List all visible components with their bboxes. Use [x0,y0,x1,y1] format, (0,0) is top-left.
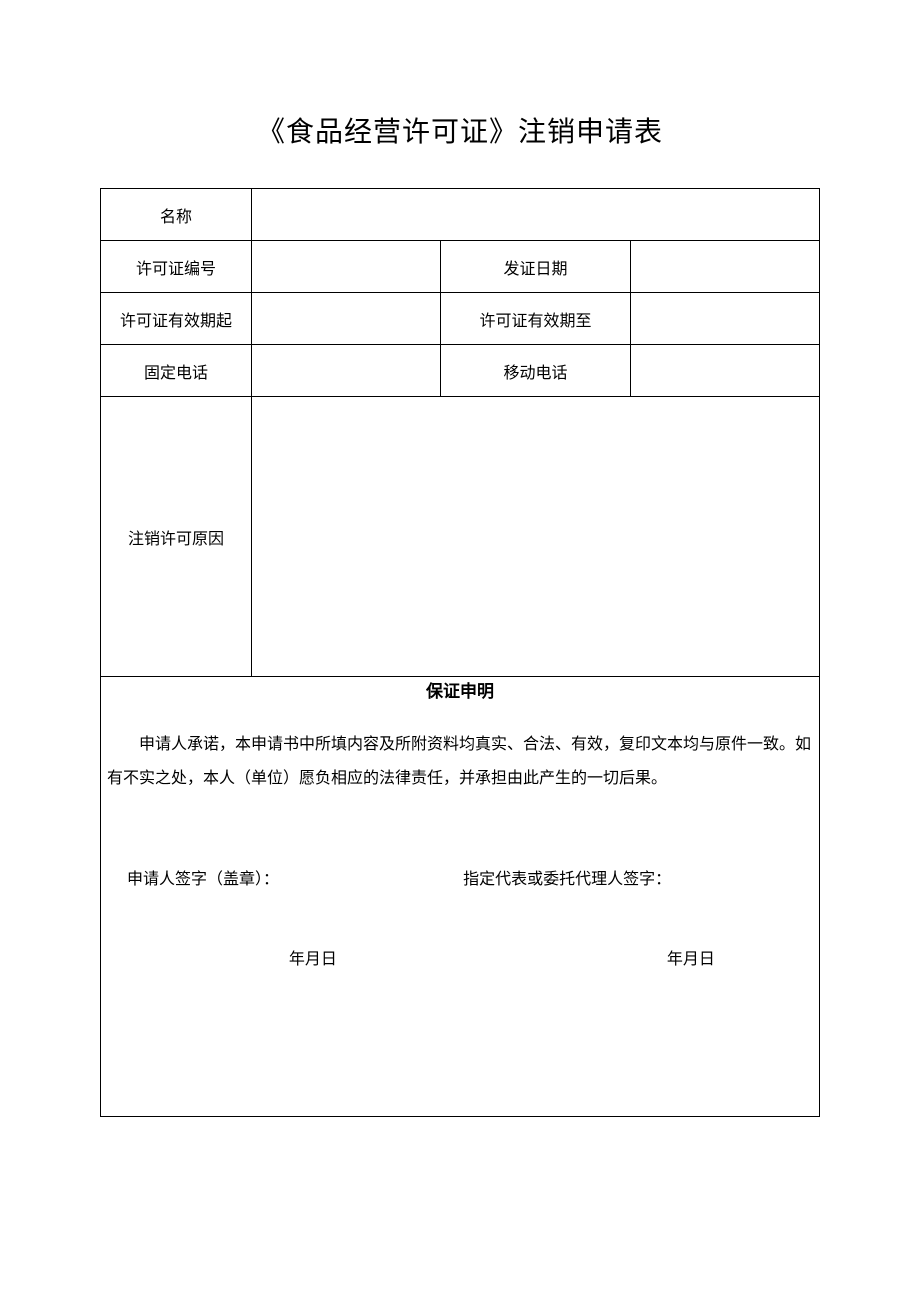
mobile-label: 移动电话 [441,345,630,397]
declaration-cell: 保证申明 申请人承诺，本申请书中所填内容及所附资料均真实、合法、有效，复印文本均… [101,677,820,1117]
issue-date-label: 发证日期 [441,241,630,293]
license-no-label: 许可证编号 [101,241,252,293]
valid-to-value[interactable] [630,293,819,345]
date-left: 年月日 [107,945,439,969]
row-license: 许可证编号 发证日期 [101,241,820,293]
reason-label: 注销许可原因 [101,397,252,677]
applicant-sign-label: 申请人签字（盖章）： [127,865,463,889]
declaration-title: 保证申明 [107,677,813,702]
reason-value[interactable] [251,397,819,677]
signature-row: 申请人签字（盖章）： 指定代表或委托代理人签字： [107,865,813,889]
issue-date-value[interactable] [630,241,819,293]
license-no-value[interactable] [251,241,440,293]
date-row: 年月日 年月日 [107,945,813,969]
row-phone: 固定电话 移动电话 [101,345,820,397]
phone-label: 固定电话 [101,345,252,397]
phone-value[interactable] [251,345,440,397]
row-validity: 许可证有效期起 许可证有效期至 [101,293,820,345]
agent-sign-label: 指定代表或委托代理人签字： [463,865,813,889]
declaration-text: 申请人承诺，本申请书中所填内容及所附资料均真实、合法、有效，复印文本均与原件一致… [107,728,813,795]
mobile-value[interactable] [630,345,819,397]
valid-from-value[interactable] [251,293,440,345]
row-reason: 注销许可原因 [101,397,820,677]
name-value[interactable] [251,189,819,241]
row-name: 名称 [101,189,820,241]
date-right: 年月日 [439,945,813,969]
name-label: 名称 [101,189,252,241]
valid-to-label: 许可证有效期至 [441,293,630,345]
form-title: 《食品经营许可证》注销申请表 [100,110,820,150]
row-declaration: 保证申明 申请人承诺，本申请书中所填内容及所附资料均真实、合法、有效，复印文本均… [101,677,820,1117]
valid-from-label: 许可证有效期起 [101,293,252,345]
application-form-table: 名称 许可证编号 发证日期 许可证有效期起 许可证有效期至 固定电话 移动电话 … [100,188,820,1117]
